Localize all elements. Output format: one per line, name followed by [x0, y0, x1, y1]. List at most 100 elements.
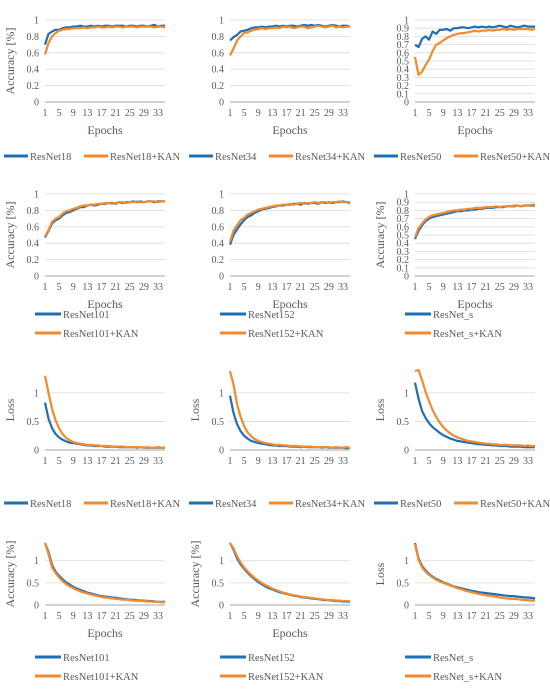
y-tick-label: 0: [404, 98, 409, 109]
x-tick-label: 17: [96, 108, 106, 119]
x-tick-label: 33: [153, 456, 163, 467]
x-tick-label: 1: [43, 282, 48, 293]
x-tick-label: 5: [57, 108, 62, 119]
x-tick-label: 21: [481, 282, 491, 293]
series-line-2: [228, 370, 351, 449]
x-tick-label: 5: [242, 282, 247, 293]
series-line-2: [229, 542, 351, 603]
x-tick-label: 17: [96, 456, 106, 467]
y-axis-label: Accuracy [%]: [188, 541, 202, 608]
y-tick-label: 1: [404, 388, 409, 399]
y-tick-label: 0.5: [212, 417, 225, 428]
y-tick-label: 0: [219, 601, 224, 612]
y-tick-label: 0.1: [397, 89, 410, 100]
y-tick-label: 0.4: [212, 239, 225, 250]
x-tick-label: 21: [111, 611, 121, 622]
y-tick-label: 0.6: [397, 48, 410, 59]
y-tick-label: 0.4: [27, 65, 40, 76]
x-axis-label: Epochs: [87, 297, 123, 311]
y-tick-label: 1: [34, 190, 39, 201]
x-tick-label: 5: [427, 456, 432, 467]
legend-label: ResNet101: [63, 310, 110, 321]
x-tick-label: 17: [281, 456, 291, 467]
chart-panel-3: 00.10.20.30.40.50.60.70.80.911 5 9 13 17 21 25…: [374, 16, 550, 163]
x-tick-label: 1: [228, 108, 233, 119]
legend-label: ResNet18+KAN: [110, 152, 180, 163]
y-tick-label: 0.4: [397, 239, 410, 250]
x-tick-label: 33: [523, 282, 533, 293]
x-tick-label: 13: [267, 282, 277, 293]
legend-label: ResNet50+KAN: [480, 152, 550, 163]
x-tick-label: 5: [242, 611, 247, 622]
x-tick-label: 5: [57, 456, 62, 467]
legend-label: ResNet18: [30, 152, 71, 163]
x-tick-label: 1: [228, 611, 233, 622]
x-tick-label: 1: [413, 108, 418, 119]
legend-label: ResNet152+KAN: [248, 672, 324, 683]
series-line-2: [44, 200, 165, 238]
y-tick-label: 0.8: [397, 32, 410, 43]
y-tick-label: 0.5: [27, 417, 40, 428]
x-tick-label: 33: [338, 108, 348, 119]
chart-panel-1: 00.20.40.60.811 5 9 13 17 21 25 29 33EpochsAccur…: [3, 16, 180, 164]
chart-panel-5: 00.20.40.60.811 5 9 13 17 21 25 29 33EpochsResNe…: [212, 190, 351, 340]
legend-label: ResNet152: [248, 653, 295, 664]
x-tick-label: 25: [125, 108, 135, 119]
series-line-2: [413, 27, 536, 77]
y-axis-label: Loss: [373, 562, 387, 585]
y-tick-label: 1: [219, 388, 224, 399]
y-axis-label: Loss: [373, 398, 387, 421]
y-tick-label: 0.6: [212, 222, 225, 233]
y-axis-label: Accuracy [%]: [3, 28, 17, 95]
x-tick-label: 17: [466, 611, 476, 622]
x-tick-label: 1: [413, 282, 418, 293]
y-axis-label: Loss: [188, 398, 202, 421]
y-tick-label: 0: [219, 98, 224, 109]
x-tick-label: 29: [509, 282, 519, 293]
y-tick-label: 0.6: [212, 48, 225, 59]
y-tick-label: 0.9: [397, 198, 410, 209]
x-tick-label: 9: [256, 282, 261, 293]
y-tick-label: 0.5: [212, 578, 225, 589]
x-tick-label: 25: [310, 108, 320, 119]
legend-label: ResNet34: [215, 499, 257, 510]
y-tick-label: 0.1: [397, 263, 410, 274]
y-tick-label: 0.8: [397, 206, 410, 217]
x-tick-label: 25: [125, 456, 135, 467]
x-tick-label: 17: [281, 611, 291, 622]
series-line-1: [228, 200, 351, 246]
chart-panel-6: 00.10.20.30.40.50.60.70.80.911 5 9 13 17 21 25…: [373, 190, 535, 340]
x-tick-label: 25: [125, 282, 135, 293]
series-line-1: [413, 382, 535, 449]
x-tick-label: 9: [256, 108, 261, 119]
legend-label: ResNet34+KAN: [295, 152, 365, 163]
x-tick-label: 21: [296, 282, 306, 293]
x-tick-label: 21: [481, 456, 491, 467]
x-axis-label: Epochs: [272, 123, 308, 137]
series-line-1: [413, 542, 536, 600]
y-tick-label: 1: [34, 16, 39, 27]
x-tick-label: 25: [495, 611, 505, 622]
x-tick-label: 13: [452, 611, 462, 622]
y-tick-label: 0.5: [397, 57, 410, 68]
x-tick-label: 13: [82, 282, 92, 293]
x-tick-label: 1: [43, 108, 48, 119]
series-line-2: [229, 24, 350, 56]
x-tick-label: 5: [57, 611, 62, 622]
y-tick-label: 0: [404, 601, 409, 612]
x-tick-label: 33: [338, 456, 348, 467]
y-tick-label: 1: [219, 556, 224, 567]
x-axis-label: Epochs: [457, 123, 493, 137]
series-line-1: [228, 395, 351, 450]
legend-label: ResNet34+KAN: [295, 499, 365, 510]
x-tick-label: 21: [481, 611, 491, 622]
x-tick-label: 13: [452, 108, 462, 119]
y-tick-label: 1: [404, 16, 409, 27]
y-tick-label: 1: [219, 16, 224, 27]
x-tick-label: 5: [242, 456, 247, 467]
legend-label: ResNet_s+KAN: [433, 329, 502, 340]
legend-label: ResNet50: [400, 499, 441, 510]
y-tick-label: 0.7: [397, 214, 410, 225]
